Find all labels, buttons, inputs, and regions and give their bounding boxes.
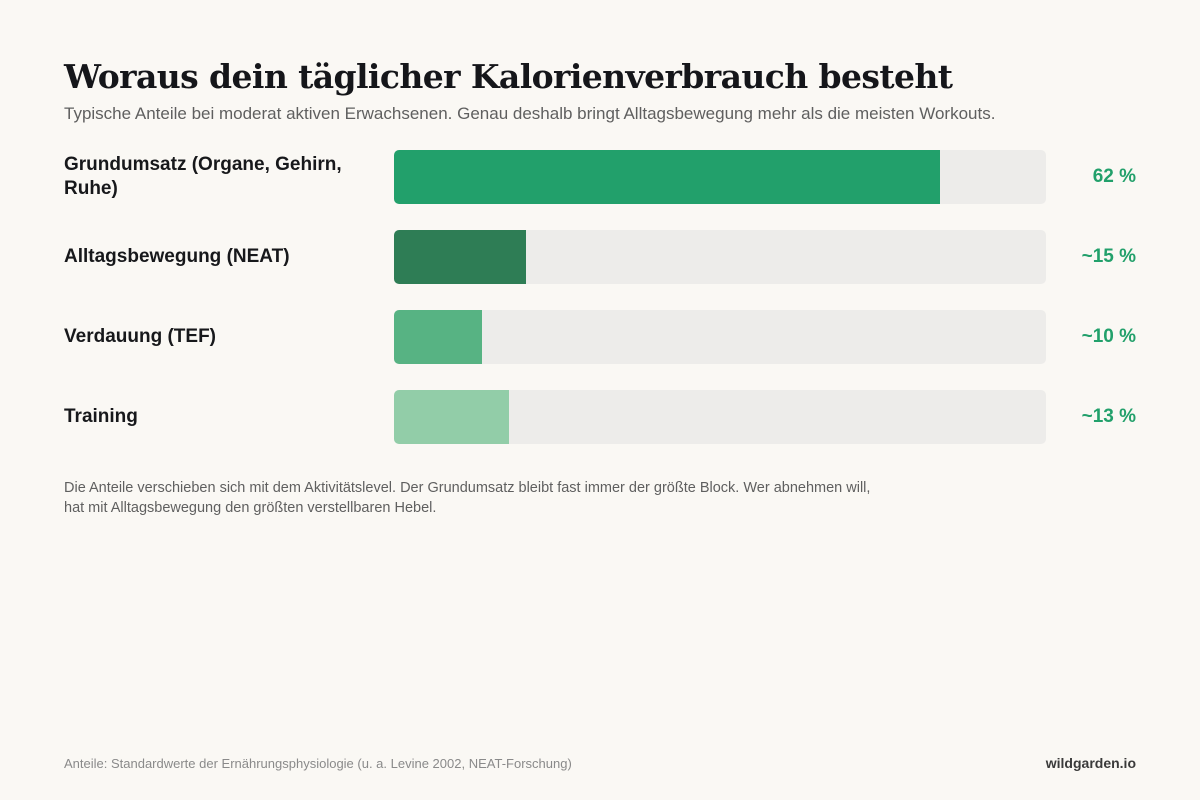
bar-track <box>394 230 1046 284</box>
source-note: Anteile: Standardwerte der Ernährungsphy… <box>64 756 572 771</box>
bar-row: Verdauung (TEF) ~10 % <box>0 310 1200 364</box>
bar <box>394 230 526 284</box>
bar-track <box>394 390 1046 444</box>
bar <box>394 150 940 204</box>
chart-subtitle: Typische Anteile bei moderat aktiven Erw… <box>64 104 996 123</box>
chart-note: Die Anteile verschieben sich mit dem Akt… <box>64 478 984 518</box>
chart-note-line: hat mit Alltagsbewegung den größten vers… <box>64 500 437 516</box>
bar <box>394 310 482 364</box>
bar-category-label: Verdauung (TEF) <box>64 326 216 347</box>
bar-value-label: ~15 % <box>1081 246 1136 267</box>
bar-value-label: ~13 % <box>1081 406 1136 427</box>
bar-category-label: Grundumsatz (Organe, Gehirn, Ruhe) <box>64 154 342 199</box>
bar-category-label: Alltagsbewegung (NEAT) <box>64 246 290 267</box>
bar-track <box>394 310 1046 364</box>
brand-label: wildgarden.io <box>1045 755 1136 771</box>
bar-track <box>394 150 1046 204</box>
bar-category-label: Training <box>64 406 138 427</box>
bar-row: Grundumsatz (Organe, Gehirn, Ruhe) 62 % <box>0 150 1200 204</box>
bar-row: Alltagsbewegung (NEAT) ~15 % <box>0 230 1200 284</box>
bar-row: Training ~13 % <box>0 390 1200 444</box>
chart-title: Woraus dein täglicher Kalorienverbrauch … <box>64 57 953 96</box>
bar-value-label: 62 % <box>1092 166 1136 187</box>
bar-value-label: ~10 % <box>1081 326 1136 347</box>
bar <box>394 390 509 444</box>
chart-note-line: Die Anteile verschieben sich mit dem Akt… <box>64 480 871 496</box>
